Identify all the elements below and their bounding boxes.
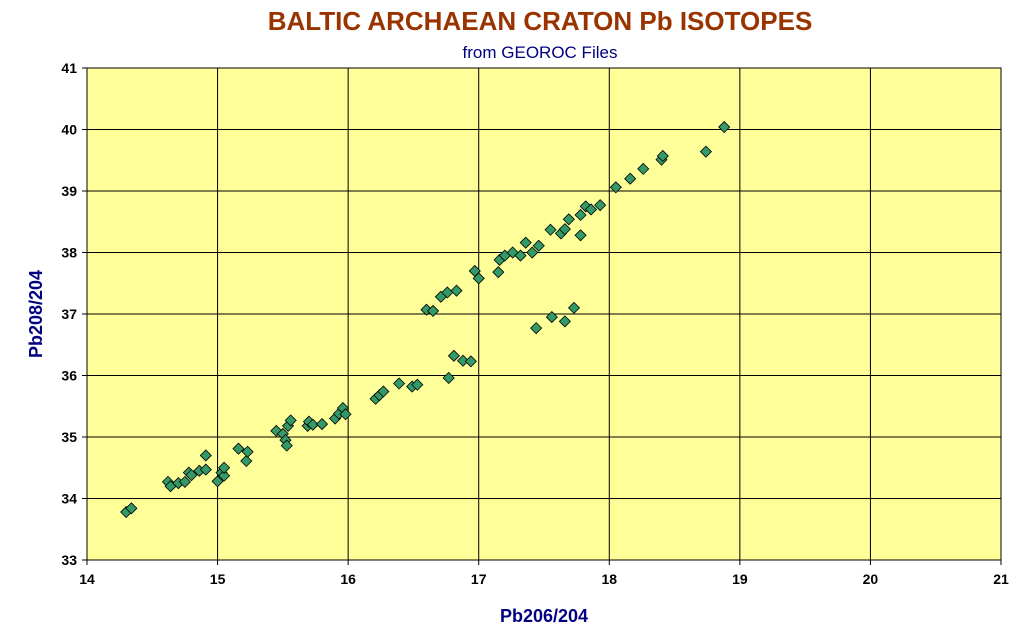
y-axis-ticks: 33 34 35 36 37 38 39 40 41: [61, 60, 87, 568]
data-point: [315, 418, 329, 431]
chart-title: BALTIC ARCHAEAN CRATON Pb ISOTOPES: [268, 6, 813, 36]
data-point: [450, 284, 463, 297]
x-axis-ticks: 14 15 16 17 18 19 20 21: [79, 560, 1009, 587]
data-point: [718, 120, 731, 134]
data-point: [558, 223, 571, 236]
y-tick-label: 35: [61, 429, 77, 445]
data-point: [284, 414, 297, 427]
data-point: [178, 475, 191, 488]
data-point: [532, 239, 545, 252]
y-tick-label: 36: [61, 368, 77, 384]
data-point: [558, 315, 571, 328]
data-point: [699, 145, 712, 158]
data-point: [199, 449, 212, 462]
data-point: [574, 208, 587, 222]
y-tick-label: 33: [61, 552, 77, 568]
data-point: [609, 181, 622, 194]
x-tick-label: 17: [471, 571, 487, 587]
x-tick-label: 21: [993, 571, 1009, 587]
data-point: [562, 213, 575, 226]
x-tick-label: 18: [601, 571, 617, 587]
x-tick-label: 20: [863, 571, 879, 587]
data-point: [492, 266, 505, 279]
data-point: [442, 371, 455, 385]
data-point: [339, 408, 352, 421]
x-tick-label: 19: [732, 571, 748, 587]
data-point: [199, 463, 212, 476]
data-point: [594, 199, 607, 212]
data-point: [530, 322, 543, 335]
data-point: [306, 418, 319, 431]
x-tick-label: 14: [79, 571, 95, 587]
data-point: [637, 162, 650, 175]
x-tick-label: 15: [210, 571, 226, 587]
data-points: [120, 120, 731, 519]
data-point: [185, 469, 198, 482]
y-tick-label: 37: [61, 306, 77, 322]
data-point: [426, 304, 440, 317]
data-point: [241, 445, 254, 458]
data-point: [211, 475, 224, 488]
data-point: [456, 354, 470, 367]
data-point: [514, 249, 527, 262]
data-point: [377, 385, 390, 398]
data-point: [240, 454, 253, 468]
y-tick-label: 41: [61, 60, 77, 76]
chart-subtitle: from GEOROC Files: [463, 43, 618, 62]
data-point: [218, 461, 231, 474]
data-point: [526, 246, 539, 259]
data-point: [567, 301, 581, 314]
data-point: [519, 236, 532, 249]
data-point: [218, 469, 231, 482]
data-point: [472, 272, 485, 285]
data-point: [280, 439, 293, 452]
data-point: [544, 223, 557, 236]
data-point: [545, 311, 558, 324]
y-axis-label: Pb208/204: [26, 270, 46, 358]
data-point: [584, 203, 598, 216]
data-point: [656, 149, 669, 163]
data-point: [393, 377, 406, 390]
x-axis-label: Pb206/204: [500, 606, 588, 626]
data-point: [447, 349, 460, 362]
y-tick-label: 34: [61, 491, 77, 507]
data-point: [411, 378, 424, 391]
data-point: [464, 355, 477, 368]
data-point: [574, 229, 587, 242]
y-tick-label: 38: [61, 245, 77, 261]
y-tick-label: 40: [61, 122, 77, 138]
data-point: [232, 442, 245, 455]
data-point: [125, 502, 138, 515]
x-tick-label: 16: [340, 571, 356, 587]
data-point: [624, 172, 637, 185]
y-tick-label: 39: [61, 183, 77, 199]
